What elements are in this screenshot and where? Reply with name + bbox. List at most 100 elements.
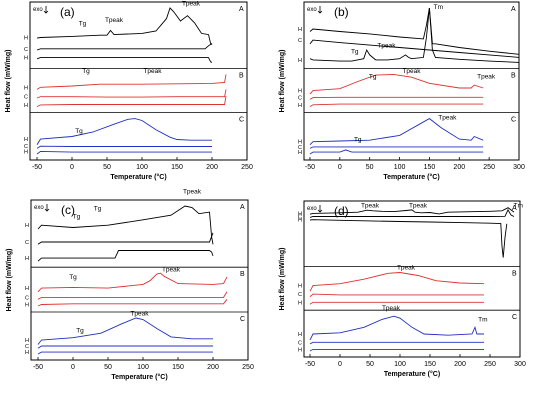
annotation-label: Tpeak [438,114,457,121]
curve-A-2 [37,232,214,245]
annotation-label: Tpeak [397,265,416,272]
x-tick-label: -50 [305,361,315,368]
annotation-label: Tpeak [382,305,401,312]
scan-label: H [298,300,302,306]
panel-label: (d) [334,204,349,218]
annotation-label: Tg [69,274,77,281]
scan-label: H [25,338,29,344]
curve-A-1 [309,7,520,55]
x-axis-label: Temperature (°C) [383,173,439,181]
annotation-label: Tg [75,128,83,135]
x-tick-label: 250 [484,361,496,368]
y-axis-label: Heat flow (mW/mg) [6,249,13,312]
x-tick-label: 300 [514,361,526,368]
exo-label: exo [307,7,317,13]
x-tick-label: 200 [454,361,466,368]
annotation-label: Tpeak [162,267,181,274]
group-letter-A: A [512,205,517,212]
exo-label: exo [307,206,317,212]
scan-label: H [298,88,302,94]
curve-B-1 [309,272,485,292]
scan-label: C [298,96,302,102]
curve-C-2 [309,146,484,149]
scan-label: C [25,240,29,246]
curve-A-1 [309,207,515,215]
plot-frame [303,200,521,358]
curve-A-3 [36,57,213,63]
x-tick-label: 50 [366,164,374,171]
scan-label: H [24,56,28,62]
scan-label: H [24,85,28,91]
x-tick-label: 250 [241,164,253,171]
annotation-label: Tm [434,4,443,11]
group-letter-B: B [512,271,517,278]
curve-B-3 [37,299,228,307]
annotation-label: Tpeak [143,68,162,75]
curve-C-3 [36,150,212,155]
y-axis-label: Heat flow (mW/mg) [279,50,286,113]
x-axis-label: Temperature (°C) [111,373,167,381]
x-tick-label: 0 [338,164,342,171]
plot-frame [29,1,248,161]
plot-frame [30,199,249,361]
scan-label: C [298,215,302,221]
group-letter-A: A [511,6,516,13]
annotation-label: Tg [76,327,84,334]
x-tick-label: 150 [424,164,436,171]
exo-arrow-icon [317,6,323,14]
exo-label: exo [33,7,43,13]
scan-label: H [25,303,29,309]
annotation-label: Tg [369,74,377,81]
curve-B-3 [36,95,227,108]
curve-A-3 [309,7,520,63]
curve-C-2 [37,345,213,349]
scan-label: H [298,103,302,109]
x-tick-label: 300 [513,164,525,171]
group-letter-C: C [511,117,516,124]
x-tick-label: 200 [453,164,465,171]
curve-A-1 [36,7,213,45]
scan-label: H [25,256,29,262]
x-axis-label: Temperature (°C) [110,173,166,181]
x-tick-label: 150 [171,164,183,171]
curve-A-3 [37,250,214,262]
exo-arrow-icon [43,6,49,14]
y-axis-label: Heat flow (mW/mg) [279,248,286,311]
scan-label: C [298,292,302,298]
curve-C-1 [36,118,212,145]
curve-C-3 [309,149,484,155]
curve-C-1 [309,315,484,341]
scan-label: H [24,137,28,143]
x-tick-label: -50 [305,164,315,171]
group-letter-B: B [511,72,516,79]
scan-label: C [24,144,28,150]
x-tick-label: 100 [137,364,149,371]
annotation-label: Tpeak [402,68,421,75]
exo-arrow-icon [317,205,323,213]
curve-C-1 [37,317,213,345]
annotation-label: Tm [478,317,487,324]
panel-label: (b) [334,5,349,19]
group-letter-B: B [240,271,245,278]
annotation-label: Tg [79,21,87,28]
y-axis-label: Heat flow (mW/mg) [5,50,12,113]
scan-label: C [24,47,28,53]
curve-A-2 [309,39,520,58]
annotation-label: Tm [514,203,523,210]
annotation-label: Tpeak [477,74,496,81]
x-tick-label: -50 [32,164,42,171]
x-tick-label: 50 [366,361,374,368]
scan-label: H [298,347,302,353]
scan-label: C [298,340,302,346]
curve-B-2 [309,293,484,298]
exo-arrow-icon [44,204,50,212]
scan-label: H [298,27,302,33]
scan-label: H [25,223,29,229]
group-letter-B: B [239,72,244,79]
curve-A-2 [36,43,213,51]
scan-label: C [25,344,29,350]
scan-label: H [24,103,28,109]
plot-frame [303,1,520,161]
